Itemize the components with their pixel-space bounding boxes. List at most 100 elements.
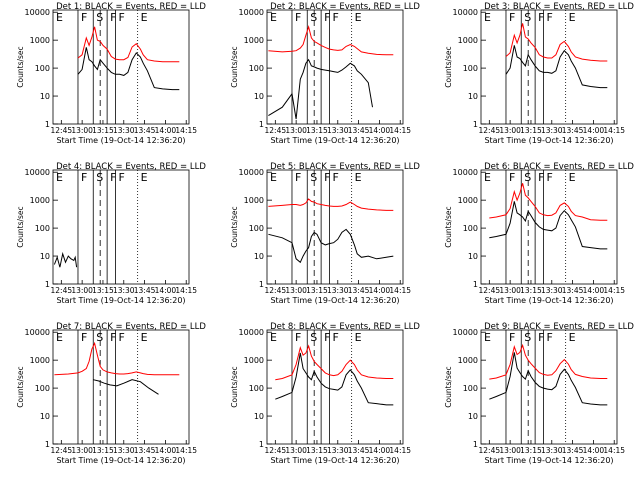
x-tick-label: 13:15 (92, 126, 114, 135)
y-axis-label: Counts/sec (444, 366, 453, 407)
y-tick-label: 10 (254, 252, 264, 261)
y-tick-label: 10 (468, 412, 478, 421)
events-series-line (77, 47, 180, 91)
y-tick-label: 1 (259, 440, 264, 449)
x-tick-label: 14:00 (583, 286, 605, 295)
segment-label: E (56, 171, 63, 184)
x-tick-label: 13:00 (285, 446, 307, 455)
y-tick-label: 100 (249, 64, 264, 73)
x-axis-label: Start Time (19-Oct-14 12:36:20) (56, 136, 185, 145)
x-axis-label: Start Time (19-Oct-14 12:36:20) (56, 296, 185, 305)
panel-title: Det 4: BLACK = Events, RED = LLD (56, 162, 206, 172)
x-tick-label: 13:00 (285, 126, 307, 135)
segment-label: F (81, 11, 87, 24)
segment-label: E (355, 331, 362, 344)
x-tick-label: 13:45 (562, 126, 584, 135)
panel-title: Det 5: BLACK = Events, RED = LLD (270, 162, 420, 172)
y-axis-label: Counts/sec (230, 206, 239, 247)
y-tick-label: 1000 (30, 36, 50, 45)
x-tick-label: 14:15 (603, 286, 625, 295)
x-tick-label: 14:15 (175, 446, 197, 455)
x-tick-label: 13:30 (327, 126, 349, 135)
segment-label: S (310, 171, 317, 184)
plot-frame (266, 169, 404, 285)
y-axis-label: Counts/sec (16, 46, 25, 87)
events-series-line (93, 379, 159, 395)
y-tick-label: 1 (45, 120, 50, 129)
x-tick-label: 13:30 (541, 286, 563, 295)
lld-series-line (505, 23, 608, 62)
lld-series-line (489, 183, 608, 221)
y-tick-label: 1000 (244, 356, 264, 365)
segment-label: S (310, 11, 317, 24)
segment-label: E (355, 171, 362, 184)
y-tick-label: 1 (45, 280, 50, 289)
x-tick-label: 13:30 (113, 286, 135, 295)
plot-frame (52, 9, 190, 125)
segment-label: E (56, 11, 63, 24)
segment-label: E (484, 331, 491, 344)
x-tick-label: 13:00 (499, 126, 521, 135)
x-tick-label: 13:15 (306, 126, 328, 135)
segment-label: F (332, 331, 338, 344)
panel-title: Det 3: BLACK = Events, RED = LLD (484, 2, 634, 12)
y-tick-label: 1 (473, 440, 478, 449)
segment-label: F (509, 171, 515, 184)
panel-title: Det 9: BLACK = Events, RED = LLD (484, 322, 634, 332)
x-tick-label: 12:45 (479, 126, 501, 135)
x-tick-label: 13:30 (113, 126, 135, 135)
plot-frame (266, 9, 404, 125)
lld-series-line (268, 198, 394, 211)
x-tick-label: 14:15 (603, 446, 625, 455)
x-axis-label: Start Time (19-Oct-14 12:36:20) (270, 296, 399, 305)
y-tick-label: 100 (35, 64, 50, 73)
segment-label: F (295, 171, 301, 184)
x-tick-label: 13:30 (541, 126, 563, 135)
x-tick-label: 13:15 (306, 286, 328, 295)
x-tick-label: 14:00 (583, 126, 605, 135)
y-tick-label: 10000 (453, 168, 478, 177)
y-tick-label: 1 (473, 280, 478, 289)
y-tick-label: 10 (468, 252, 478, 261)
plot-frame (52, 169, 190, 285)
segment-label: F (332, 11, 338, 24)
plot-frame (266, 329, 404, 445)
x-tick-label: 13:00 (71, 126, 93, 135)
segment-label: E (270, 171, 277, 184)
segment-label: S (96, 171, 103, 184)
x-tick-label: 13:45 (562, 286, 584, 295)
segment-label: F (118, 11, 124, 24)
x-axis-label: Start Time (19-Oct-14 12:36:20) (484, 136, 613, 145)
x-axis-label: Start Time (19-Oct-14 12:36:20) (484, 296, 613, 305)
segment-label: S (524, 331, 531, 344)
y-tick-label: 100 (463, 64, 478, 73)
segment-label: E (270, 331, 277, 344)
segment-label: F (538, 331, 544, 344)
segment-label: S (96, 331, 103, 344)
lld-series-line (54, 341, 180, 376)
y-tick-label: 10 (40, 412, 50, 421)
segment-label: F (118, 171, 124, 184)
panel-title: Det 6: BLACK = Events, RED = LLD (484, 162, 634, 172)
y-tick-label: 10 (468, 92, 478, 101)
segment-label: E (270, 11, 277, 24)
x-axis-label: Start Time (19-Oct-14 12:36:20) (270, 456, 399, 465)
segment-label: S (524, 11, 531, 24)
x-tick-label: 14:00 (155, 446, 177, 455)
x-axis-label: Start Time (19-Oct-14 12:36:20) (270, 136, 399, 145)
x-tick-label: 14:00 (155, 286, 177, 295)
y-tick-label: 1 (45, 440, 50, 449)
y-tick-label: 1 (259, 280, 264, 289)
y-tick-label: 1000 (458, 36, 478, 45)
lld-series-line (489, 343, 608, 380)
segment-label: E (569, 171, 576, 184)
y-axis-label: Counts/sec (444, 206, 453, 247)
